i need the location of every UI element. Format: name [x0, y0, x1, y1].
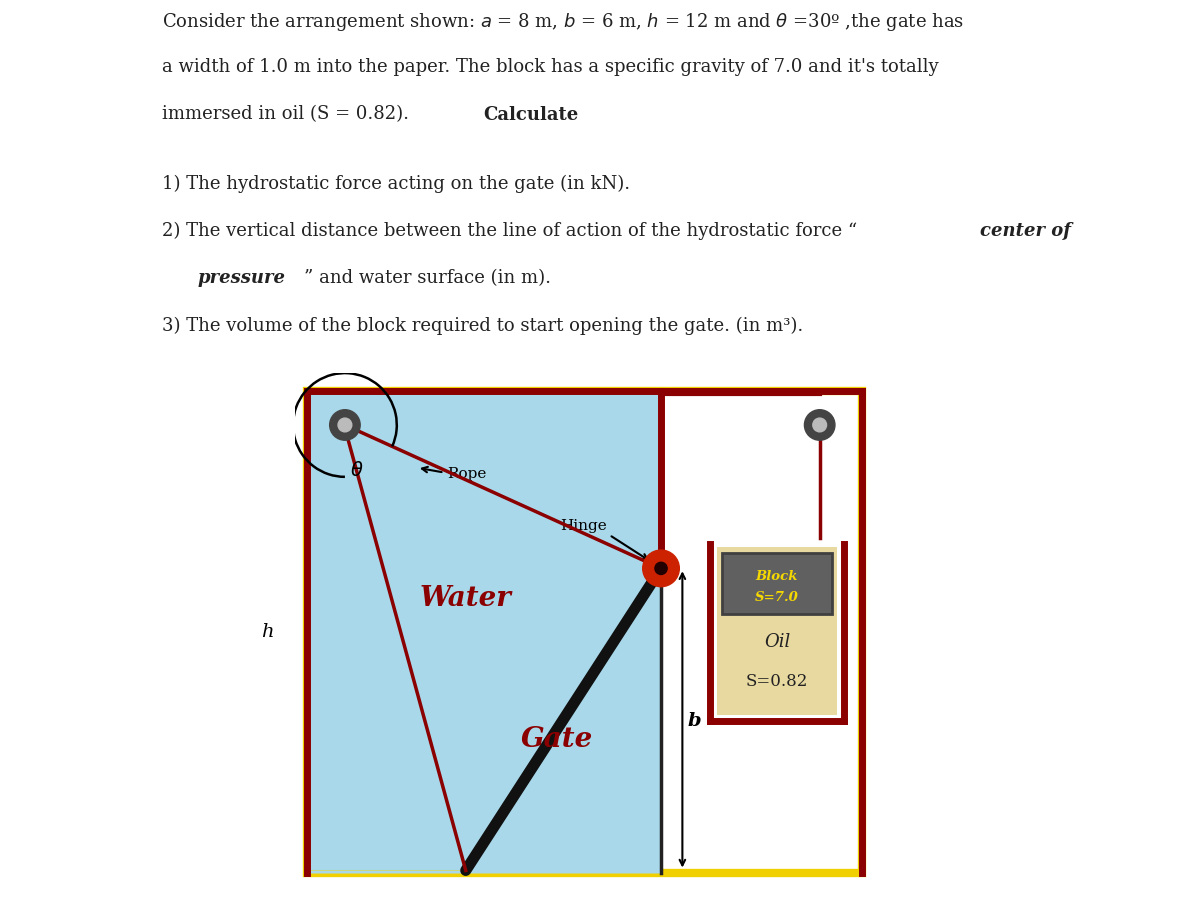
Text: Gate: Gate: [521, 726, 594, 753]
Text: Oil: Oil: [764, 632, 790, 651]
Text: Consider the arrangement shown: $a$ = 8 m, $b$ = 6 m, $h$ = 12 m and $\theta$ =3: Consider the arrangement shown: $a$ = 8 …: [162, 11, 964, 33]
Circle shape: [655, 562, 667, 574]
Text: Rope: Rope: [448, 467, 487, 480]
Circle shape: [804, 410, 835, 440]
Text: 2) The vertical distance between the line of action of the hydrostatic force “: 2) The vertical distance between the lin…: [162, 222, 857, 240]
Text: Water: Water: [420, 585, 511, 612]
Text: $\theta$: $\theta$: [350, 461, 364, 480]
Text: b: b: [688, 712, 701, 730]
Text: Hinge: Hinge: [560, 519, 607, 532]
Bar: [722, 553, 832, 614]
Text: immersed in oil (S = 0.82).: immersed in oil (S = 0.82).: [162, 106, 415, 124]
Text: 1) The hydrostatic force acting on the gate (in kN).: 1) The hydrostatic force acting on the g…: [162, 175, 630, 193]
Text: center of: center of: [980, 222, 1072, 240]
Text: pressure: pressure: [198, 269, 286, 288]
Text: 3) The volume of the block required to start opening the gate. (in m³).: 3) The volume of the block required to s…: [162, 317, 803, 335]
Circle shape: [812, 418, 827, 432]
Circle shape: [338, 418, 352, 432]
Polygon shape: [307, 569, 661, 874]
Text: ” and water surface (in m).: ” and water surface (in m).: [304, 269, 551, 288]
Text: S=0.82: S=0.82: [745, 672, 808, 690]
Polygon shape: [307, 391, 661, 871]
Bar: [718, 547, 836, 715]
Text: a width of 1.0 m into the paper. The block has a specific gravity of 7.0 and it': a width of 1.0 m into the paper. The blo…: [162, 58, 938, 76]
Text: h: h: [262, 623, 274, 642]
Circle shape: [330, 410, 360, 440]
Text: Calculate: Calculate: [484, 106, 578, 124]
Text: Block: Block: [756, 570, 798, 582]
Text: S=7.0: S=7.0: [755, 591, 799, 603]
Circle shape: [643, 550, 679, 587]
